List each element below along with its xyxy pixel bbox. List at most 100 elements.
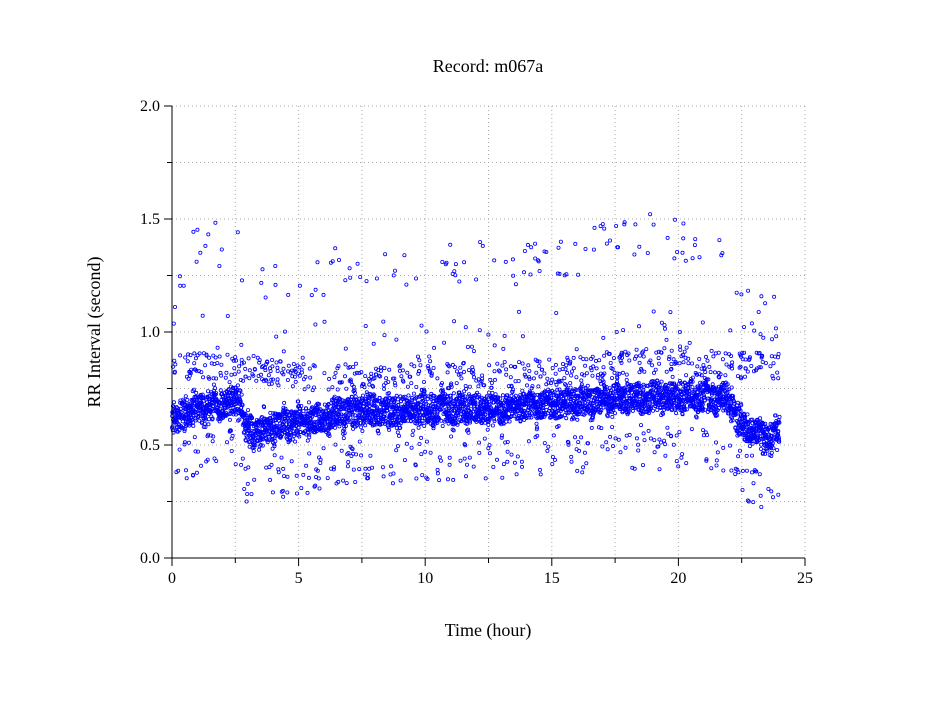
- data-point: [383, 367, 386, 370]
- data-point: [506, 450, 509, 453]
- data-point: [269, 478, 272, 481]
- data-point: [195, 471, 198, 474]
- data-point: [400, 375, 403, 378]
- data-point: [557, 246, 560, 249]
- data-point: [590, 426, 593, 429]
- data-point: [280, 456, 283, 459]
- data-point: [729, 329, 732, 332]
- data-point: [246, 409, 249, 412]
- data-point: [286, 491, 289, 494]
- data-point: [683, 350, 686, 353]
- data-point: [698, 357, 701, 360]
- data-point: [577, 273, 580, 276]
- data-point: [505, 373, 508, 376]
- data-point: [566, 371, 569, 374]
- data-point: [322, 293, 325, 296]
- data-point: [608, 239, 611, 242]
- data-point: [543, 442, 546, 445]
- data-point: [364, 324, 367, 327]
- data-point: [230, 373, 233, 376]
- data-point: [523, 249, 526, 252]
- data-point: [649, 437, 652, 440]
- data-point: [245, 500, 248, 503]
- data-point: [425, 440, 428, 443]
- data-point: [770, 490, 773, 493]
- data-point: [527, 364, 530, 367]
- data-point: [302, 473, 305, 476]
- data-point: [675, 434, 678, 437]
- data-point: [770, 451, 773, 454]
- data-point: [204, 364, 207, 367]
- data-point: [491, 424, 494, 427]
- data-point: [638, 245, 641, 248]
- data-point: [760, 443, 763, 446]
- data-point: [274, 264, 277, 267]
- data-point: [243, 487, 246, 490]
- data-point: [653, 451, 656, 454]
- data-point: [582, 466, 585, 469]
- data-point: [670, 363, 673, 366]
- data-point: [399, 479, 402, 482]
- data-point: [611, 415, 614, 418]
- data-point: [554, 363, 557, 366]
- data-point: [594, 359, 597, 362]
- data-point: [501, 476, 504, 479]
- data-point: [493, 344, 496, 347]
- data-point: [418, 359, 421, 362]
- data-point: [721, 358, 724, 361]
- data-point: [277, 384, 280, 387]
- data-point: [691, 257, 694, 260]
- data-point: [504, 260, 507, 263]
- data-points: [170, 213, 781, 509]
- data-point: [745, 469, 748, 472]
- data-point: [261, 268, 264, 271]
- data-point: [621, 371, 624, 374]
- data-point: [202, 376, 205, 379]
- data-point: [479, 241, 482, 244]
- data-point: [302, 363, 305, 366]
- data-point: [211, 440, 214, 443]
- data-point: [501, 434, 504, 437]
- data-point: [247, 357, 250, 360]
- data-point: [475, 278, 478, 281]
- data-point: [738, 449, 741, 452]
- data-point: [214, 221, 217, 224]
- data-point: [728, 444, 731, 447]
- data-point: [538, 269, 541, 272]
- data-point: [490, 381, 493, 384]
- data-point: [602, 336, 605, 339]
- data-point: [282, 475, 285, 478]
- data-point: [492, 465, 495, 468]
- data-point: [487, 447, 490, 450]
- data-point: [429, 451, 432, 454]
- data-point: [436, 468, 439, 471]
- data-point: [247, 466, 250, 469]
- data-point: [178, 275, 181, 278]
- data-point: [678, 431, 681, 434]
- data-point: [271, 491, 274, 494]
- data-point: [230, 449, 233, 452]
- data-point: [478, 329, 481, 332]
- data-point: [220, 248, 223, 251]
- data-point: [518, 361, 521, 364]
- data-point: [704, 371, 707, 374]
- data-point: [762, 336, 765, 339]
- data-point: [509, 376, 512, 379]
- data-point: [244, 367, 247, 370]
- data-point: [678, 330, 681, 333]
- data-point: [264, 296, 267, 299]
- data-point: [642, 432, 645, 435]
- data-point: [472, 350, 475, 353]
- data-point: [547, 445, 550, 448]
- data-point: [393, 269, 396, 272]
- data-point: [195, 391, 198, 394]
- data-point: [419, 364, 422, 367]
- data-point: [718, 239, 721, 242]
- data-point: [317, 477, 320, 480]
- data-point: [295, 474, 298, 477]
- data-point: [505, 420, 508, 423]
- data-point: [769, 365, 772, 368]
- data-point: [287, 293, 290, 296]
- data-point: [605, 441, 608, 444]
- data-point: [307, 401, 310, 404]
